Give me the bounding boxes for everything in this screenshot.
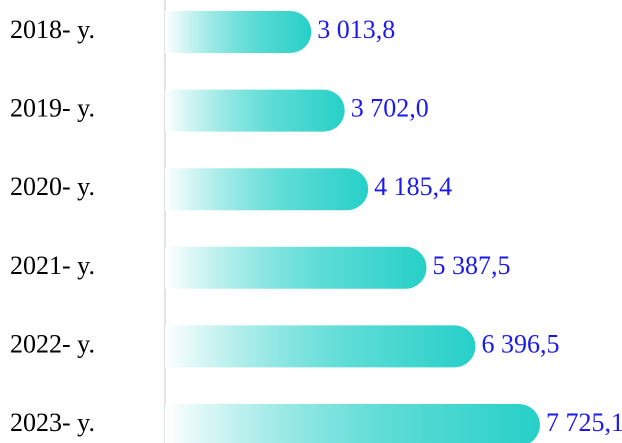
category-label: 2018- y. [10, 15, 95, 44]
category-label: 2020- y. [10, 172, 95, 201]
category-label: 2021- y. [10, 251, 95, 280]
category-label: 2022- y. [10, 329, 95, 358]
bar [165, 168, 369, 211]
bar [165, 325, 476, 368]
value-label: 3 013,8 [317, 15, 395, 44]
category-label: 2023- y. [10, 408, 95, 437]
bar [165, 11, 312, 54]
category-label: 2019- y. [10, 94, 95, 123]
bar [165, 246, 427, 289]
value-label: 5 387,5 [433, 251, 511, 280]
value-label: 7 725,1 [546, 408, 622, 437]
value-label: 6 396,5 [482, 329, 560, 358]
value-label: 3 702,0 [351, 94, 429, 123]
bar [165, 89, 345, 132]
bar [165, 404, 540, 443]
value-label: 4 185,4 [374, 172, 452, 201]
